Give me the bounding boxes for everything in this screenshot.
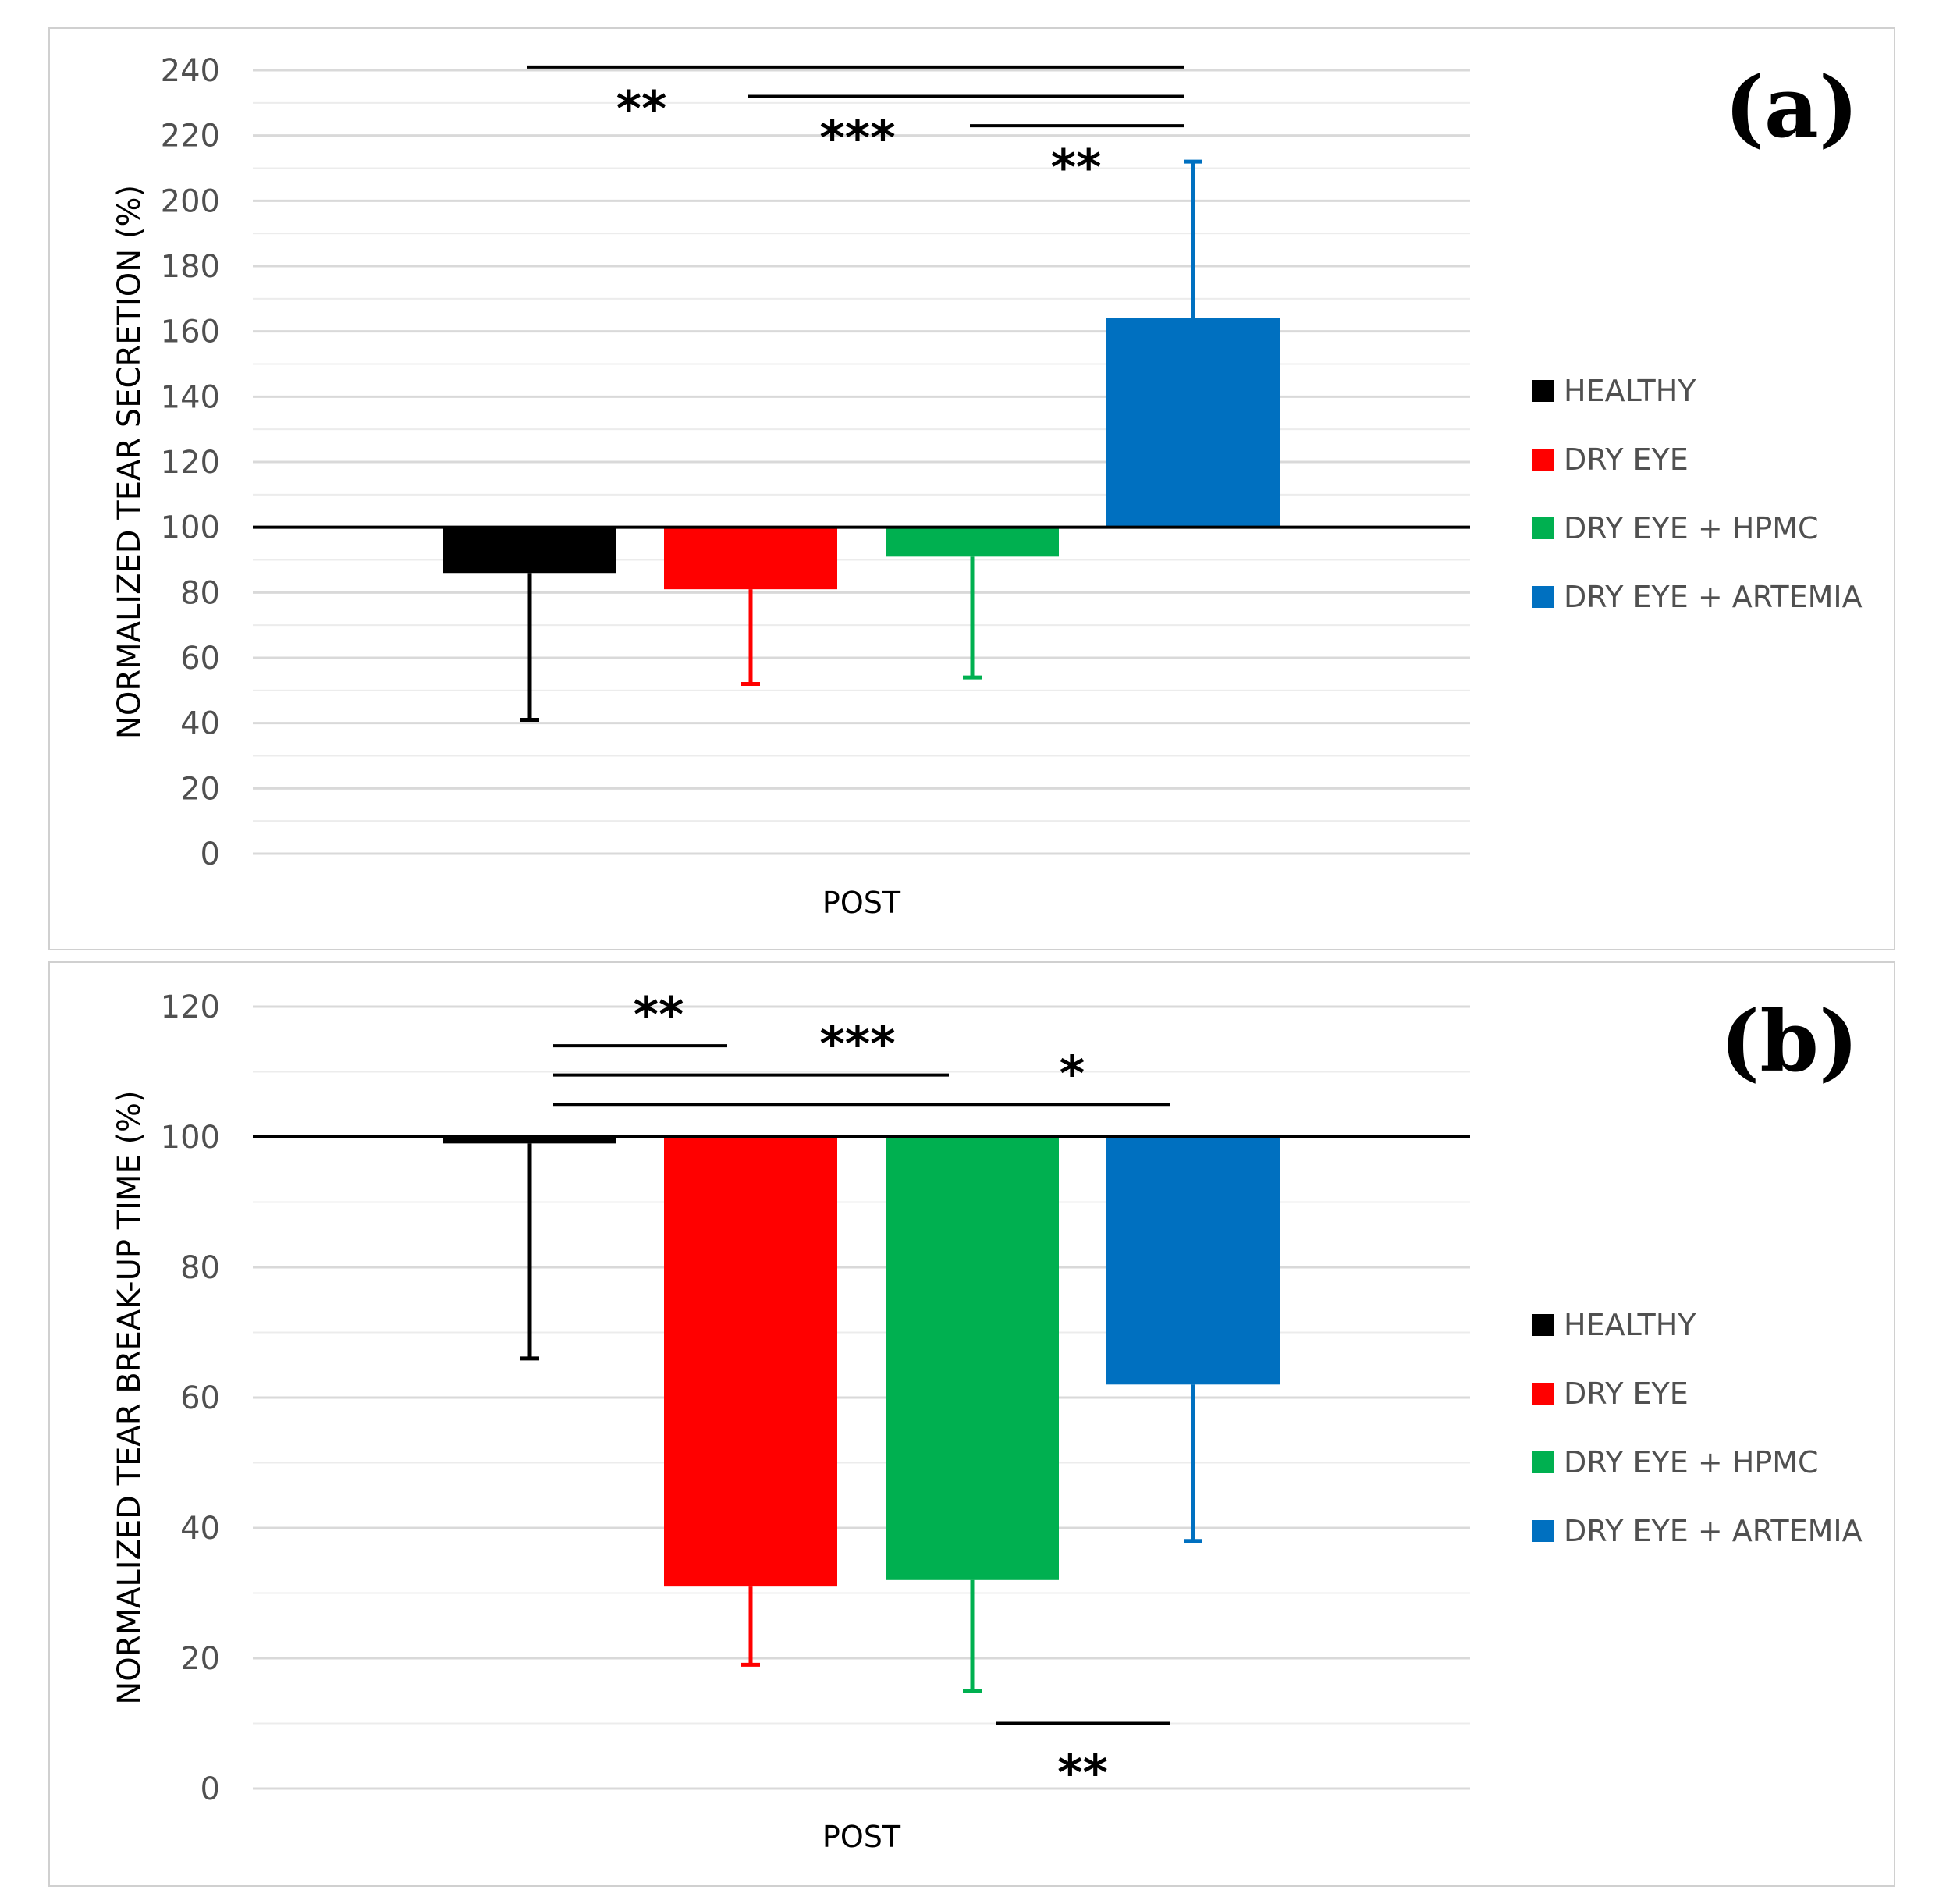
legend-item-healthy: HEALTHY: [1532, 1291, 1863, 1359]
legend-item-dry-eye: DRY EYE: [1532, 425, 1863, 494]
y-tick-label: 120: [161, 445, 220, 481]
bar-dry-eye: [664, 527, 837, 590]
y-tick-label: 40: [180, 706, 220, 742]
significance-label: ***: [819, 109, 895, 166]
legend-label-artemia: DRY EYE + ARTEMIA: [1564, 580, 1863, 614]
y-tick-label: 220: [161, 119, 220, 155]
y-tick-label: 0: [201, 837, 220, 872]
legend-swatch-hpmc: [1532, 517, 1554, 539]
y-tick-label: 180: [161, 249, 220, 285]
legend-swatch-artemia: [1532, 1520, 1554, 1542]
legend-label-healthy: HEALTHY: [1564, 1308, 1696, 1342]
bar-artemia: [1106, 1137, 1280, 1385]
y-tick-label: 100: [161, 510, 220, 546]
significance-label: **: [1051, 139, 1102, 196]
bar-healthy: [443, 1137, 616, 1144]
legend-swatch-healthy: [1532, 380, 1554, 402]
significance-label: *: [1060, 1045, 1085, 1102]
y-tick-label: 0: [201, 1771, 220, 1807]
bar-hpmc: [886, 527, 1059, 557]
y-axis-label-b: NORMALIZED TEAR BREAK-UP TIME (%): [112, 1090, 147, 1705]
legend-item-dry-eye: DRY EYE: [1532, 1359, 1863, 1428]
legend-item-hpmc: DRY EYE + HPMC: [1532, 494, 1863, 563]
y-tick-label: 40: [180, 1511, 220, 1547]
legend-item-healthy: HEALTHY: [1532, 357, 1863, 425]
y-tick-label: 240: [161, 53, 220, 89]
legend-label-healthy: HEALTHY: [1564, 374, 1696, 408]
legend-item-artemia: DRY EYE + ARTEMIA: [1532, 1497, 1863, 1565]
significance-label: ***: [819, 1016, 895, 1073]
y-tick-label: 60: [180, 1380, 220, 1416]
panel-a-label: (a): [1724, 59, 1859, 157]
panel-a: 0 20 40 60 80 100 120 140 160 180 200 220 240 ** *** **…: [48, 27, 1895, 950]
legend-label-dry-eye: DRY EYE: [1564, 442, 1689, 477]
legend-item-hpmc: DRY EYE + HPMC: [1532, 1428, 1863, 1497]
y-tick-label: 200: [161, 183, 220, 219]
bar-healthy: [443, 527, 616, 574]
legend-swatch-artemia: [1532, 586, 1554, 608]
x-axis-label-b: POST: [822, 1820, 901, 1854]
legend-item-artemia: DRY EYE + ARTEMIA: [1532, 563, 1863, 631]
y-tick-label: 60: [180, 641, 220, 677]
bar-artemia: [1106, 318, 1280, 528]
y-tick-label: 20: [180, 1641, 220, 1677]
panel-b-label: (b): [1720, 993, 1859, 1091]
legend-label-artemia: DRY EYE + ARTEMIA: [1564, 1514, 1863, 1548]
legend-a: HEALTHY DRY EYE DRY EYE + HPMC DRY EYE +…: [1532, 357, 1863, 631]
y-axis-label-a: NORMALIZED TEAR SECRETION (%): [112, 184, 147, 740]
y-tick-label: 80: [180, 1250, 220, 1286]
y-tick-label: 120: [161, 989, 220, 1025]
legend-swatch-healthy: [1532, 1314, 1554, 1336]
y-tick-label: 20: [180, 771, 220, 807]
legend-label-hpmc: DRY EYE + HPMC: [1564, 1445, 1819, 1480]
legend-swatch-dry-eye: [1532, 449, 1554, 471]
bar-hpmc: [886, 1137, 1059, 1580]
y-tick-label: 140: [161, 379, 220, 415]
bar-dry-eye: [664, 1137, 837, 1587]
y-tick-label: 80: [180, 575, 220, 611]
legend-label-dry-eye: DRY EYE: [1564, 1376, 1689, 1411]
significance-label: **: [1057, 1745, 1108, 1802]
legend-b: HEALTHY DRY EYE DRY EYE + HPMC DRY EYE +…: [1532, 1291, 1863, 1565]
significance-label: **: [634, 986, 684, 1043]
panel-b: 0 20 40 60 80 100 120 ** *** * ** (b) NORMALIZED T…: [48, 961, 1895, 1887]
y-tick-label: 160: [161, 314, 220, 350]
legend-swatch-dry-eye: [1532, 1383, 1554, 1405]
legend-swatch-hpmc: [1532, 1451, 1554, 1473]
legend-label-hpmc: DRY EYE + HPMC: [1564, 511, 1819, 545]
x-axis-label-a: POST: [822, 886, 901, 920]
y-tick-label: 100: [161, 1120, 220, 1156]
significance-label: **: [616, 80, 667, 137]
